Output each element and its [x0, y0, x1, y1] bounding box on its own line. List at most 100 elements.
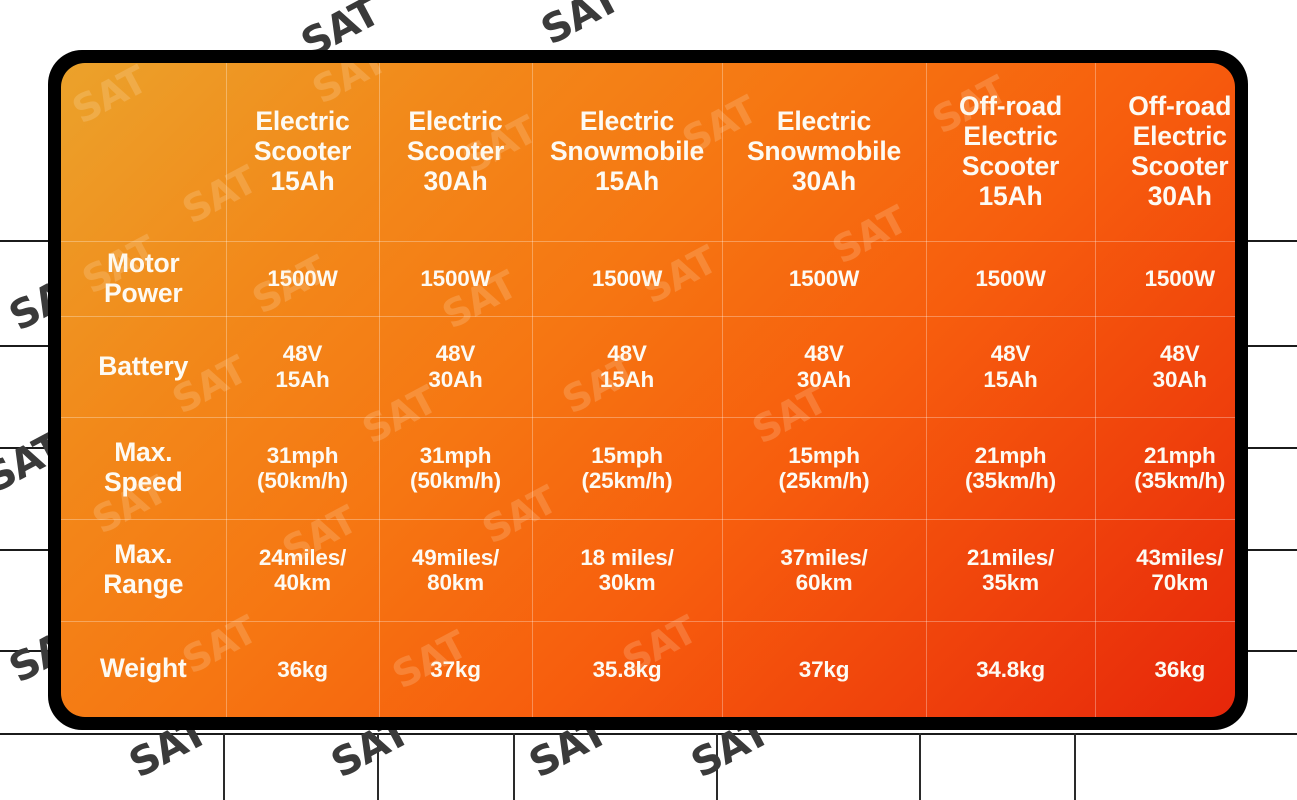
cell-line: 37kg — [798, 656, 850, 682]
header-line: Scooter — [1131, 150, 1229, 181]
cell-max-range-electric-scooter-30ah: 49miles/ 80km — [378, 518, 533, 622]
comparison-card: Electric Scooter 15Ah Electric Scooter 3… — [61, 63, 1235, 717]
cell-line: 43miles/ — [1136, 544, 1224, 570]
cell-line: 48V — [607, 341, 647, 367]
cell-line: 37miles/ — [780, 544, 868, 570]
header-line: Off-road — [959, 90, 1062, 121]
column-header-electric-snowmobile-15ah: Electric Snowmobile 15Ah — [531, 63, 723, 242]
column-header-electric-scooter-15ah: Electric Scooter 15Ah — [225, 63, 380, 242]
cell-max-speed-electric-scooter-30ah: 31mph (50km/h) — [378, 416, 533, 520]
header-line: 30Ah — [423, 165, 488, 196]
cell-line: 1500W — [1144, 265, 1215, 291]
cell-motor-power-electric-scooter-30ah: 1500W — [378, 240, 533, 317]
cell-battery-electric-scooter-30ah: 48V 30Ah — [378, 315, 533, 418]
cell-weight-offroad-electric-scooter-30ah: 36kg — [1094, 620, 1235, 717]
table-row-motor-power: Motor Power 1500W 1500W 1500W 1500W — [61, 240, 1235, 317]
row-label-line: Range — [103, 569, 184, 599]
cell-line: 15Ah — [983, 366, 1038, 392]
cell-line: 48V — [1160, 341, 1200, 367]
header-line: Electric — [963, 120, 1058, 151]
cell-line: 15mph — [788, 442, 860, 468]
row-label-max-speed: Max. Speed — [61, 416, 227, 520]
column-header-electric-scooter-30ah: Electric Scooter 30Ah — [378, 63, 533, 242]
header-line: Electric — [408, 105, 503, 136]
cell-max-range-offroad-electric-scooter-15ah: 21miles/ 35km — [925, 518, 1096, 622]
cell-line: 15Ah — [275, 366, 330, 392]
header-line: Scooter — [406, 135, 505, 166]
cell-max-speed-electric-snowmobile-30ah: 15mph (25km/h) — [721, 416, 927, 520]
header-line: Scooter — [961, 150, 1060, 181]
cell-max-range-offroad-electric-scooter-30ah: 43miles/ 70km — [1094, 518, 1235, 622]
cell-battery-offroad-electric-scooter-30ah: 48V 30Ah — [1094, 315, 1235, 418]
cell-max-range-electric-scooter-15ah: 24miles/ 40km — [225, 518, 380, 622]
cell-line: 34.8kg — [976, 656, 1045, 682]
cell-line: 21miles/ — [966, 544, 1055, 570]
cell-motor-power-electric-snowmobile-15ah: 1500W — [531, 240, 723, 317]
row-label-line: Motor — [106, 247, 180, 278]
cell-line: 37kg — [430, 656, 481, 682]
header-line: 30Ah — [791, 165, 856, 196]
cell-line: 48V — [804, 341, 844, 367]
cell-line: 70km — [1151, 570, 1209, 595]
cell-line: 21mph — [1143, 442, 1216, 468]
cell-line: 48V — [282, 341, 323, 367]
cell-line: 48V — [435, 341, 476, 367]
cell-line: 40km — [274, 570, 331, 595]
header-line: Off-road — [1128, 90, 1232, 121]
cell-line: 31mph — [266, 442, 339, 468]
cell-line: 1500W — [975, 265, 1046, 291]
header-line: Snowmobile — [746, 135, 902, 166]
cell-max-speed-electric-snowmobile-15ah: 15mph (25km/h) — [531, 416, 723, 520]
comparison-table: Electric Scooter 15Ah Electric Scooter 3… — [61, 63, 1235, 717]
header-line: 15Ah — [594, 165, 659, 196]
header-line: 15Ah — [978, 180, 1043, 211]
header-line: Electric — [579, 105, 675, 136]
grid-vline — [223, 733, 225, 800]
cell-line: 24miles/ — [258, 544, 347, 570]
cell-line: 35.8kg — [592, 656, 662, 682]
row-label-line: Power — [103, 277, 183, 308]
table-row-max-speed: Max. Speed 31mph (50km/h) 31mph (50km/h)… — [61, 416, 1235, 520]
row-label-battery: Battery — [61, 315, 227, 418]
cell-line: 36kg — [277, 656, 328, 682]
cell-line: (50km/h) — [410, 468, 501, 493]
cell-battery-offroad-electric-scooter-15ah: 48V 15Ah — [925, 315, 1096, 418]
cell-max-speed-offroad-electric-scooter-15ah: 21mph (35km/h) — [925, 416, 1096, 520]
cell-line: 15Ah — [599, 366, 655, 392]
header-line: Electric — [255, 105, 350, 136]
cell-line: 30Ah — [428, 366, 483, 392]
cell-line: 1500W — [267, 265, 338, 291]
cell-motor-power-offroad-electric-scooter-15ah: 1500W — [925, 240, 1096, 317]
cell-weight-offroad-electric-scooter-15ah: 34.8kg — [925, 620, 1096, 717]
cell-line: 30Ah — [796, 366, 852, 392]
header-line: Scooter — [253, 135, 352, 166]
row-label-line: Battery — [98, 350, 189, 381]
cell-line: 36kg — [1154, 656, 1206, 682]
header-line: 15Ah — [270, 165, 335, 196]
cell-motor-power-electric-snowmobile-30ah: 1500W — [721, 240, 927, 317]
grid-vline — [513, 733, 515, 800]
cell-line: 30Ah — [1152, 366, 1207, 392]
cell-weight-electric-snowmobile-30ah: 37kg — [721, 620, 927, 717]
table-header-row: Electric Scooter 15Ah Electric Scooter 3… — [61, 63, 1235, 242]
row-label-weight: Weight — [61, 620, 227, 717]
column-header-offroad-electric-scooter-30ah: Off-road Electric Scooter 30Ah — [1094, 63, 1235, 242]
cell-line: 80km — [427, 570, 484, 595]
row-label-line: Speed — [103, 467, 183, 497]
cell-line: 1500W — [591, 265, 663, 291]
column-header-electric-snowmobile-30ah: Electric Snowmobile 30Ah — [721, 63, 927, 242]
cell-line: 60km — [795, 570, 853, 595]
comparison-card-frame: Electric Scooter 15Ah Electric Scooter 3… — [48, 50, 1248, 730]
cell-line: 21mph — [974, 442, 1047, 468]
cell-motor-power-electric-scooter-15ah: 1500W — [225, 240, 380, 317]
header-line: Electric — [776, 105, 872, 136]
grid-vline — [1074, 733, 1076, 800]
cell-line: 30km — [598, 570, 656, 595]
table-corner-cell — [61, 63, 227, 242]
cell-line: 35km — [982, 570, 1039, 595]
header-line: Electric — [1132, 120, 1227, 151]
cell-line: (35km/h) — [1134, 468, 1226, 493]
grid-vline — [919, 733, 921, 800]
header-line: Snowmobile — [549, 135, 705, 166]
